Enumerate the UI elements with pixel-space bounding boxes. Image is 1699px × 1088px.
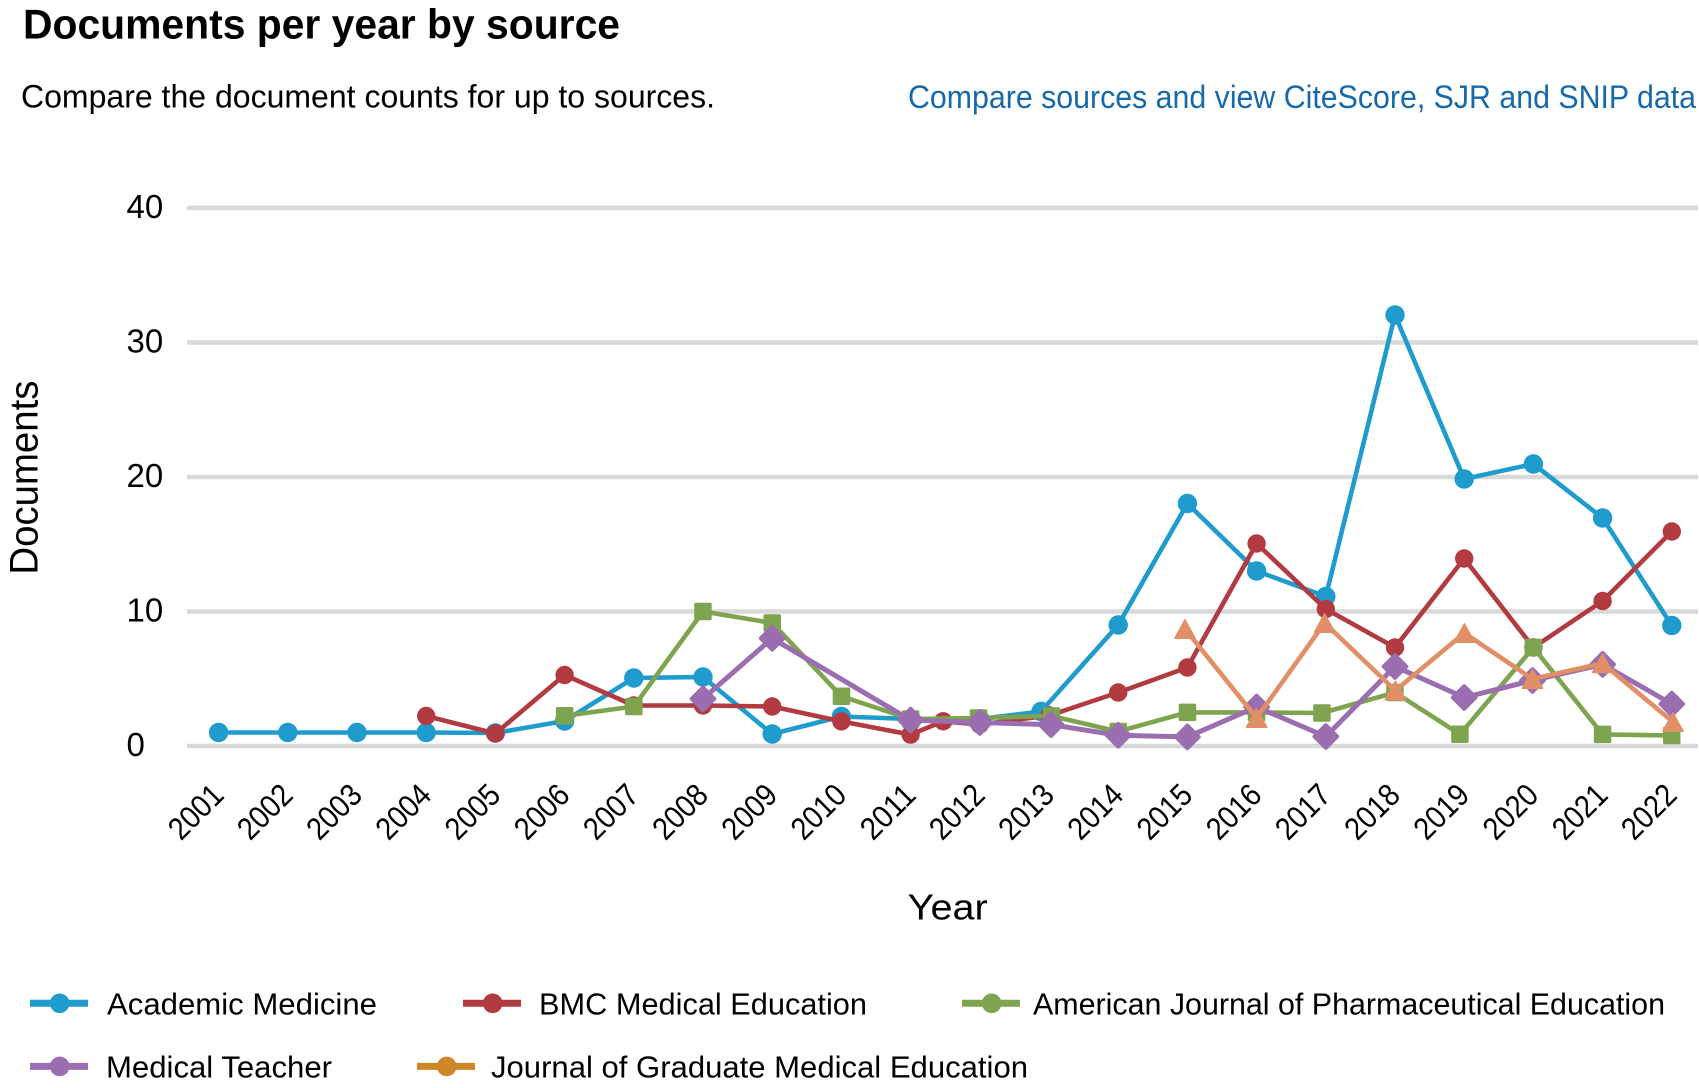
svg-text:0: 0	[127, 726, 145, 763]
svg-text:40: 40	[127, 188, 164, 225]
svg-text:Documents: Documents	[3, 381, 47, 575]
svg-text:Documents per year by source: Documents per year by source	[23, 1, 620, 48]
svg-text:Compare sources and view CiteS: Compare sources and view CiteScore, SJR …	[908, 79, 1696, 115]
svg-text:Year: Year	[908, 886, 988, 927]
svg-text:Medical Teacher: Medical Teacher	[106, 1050, 332, 1085]
svg-text:Academic Medicine: Academic Medicine	[107, 987, 377, 1022]
svg-text:Journal of Graduate Medical Ed: Journal of Graduate Medical Education	[491, 1050, 1028, 1085]
svg-text:BMC Medical Education: BMC Medical Education	[539, 987, 867, 1022]
svg-text:20: 20	[127, 457, 164, 494]
svg-text:Compare the document counts fo: Compare the document counts for up to so…	[21, 79, 715, 115]
svg-text:10: 10	[127, 592, 164, 629]
svg-text:American Journal of Pharmaceut: American Journal of Pharmaceutical Educa…	[1033, 987, 1665, 1022]
svg-text:30: 30	[127, 323, 164, 360]
